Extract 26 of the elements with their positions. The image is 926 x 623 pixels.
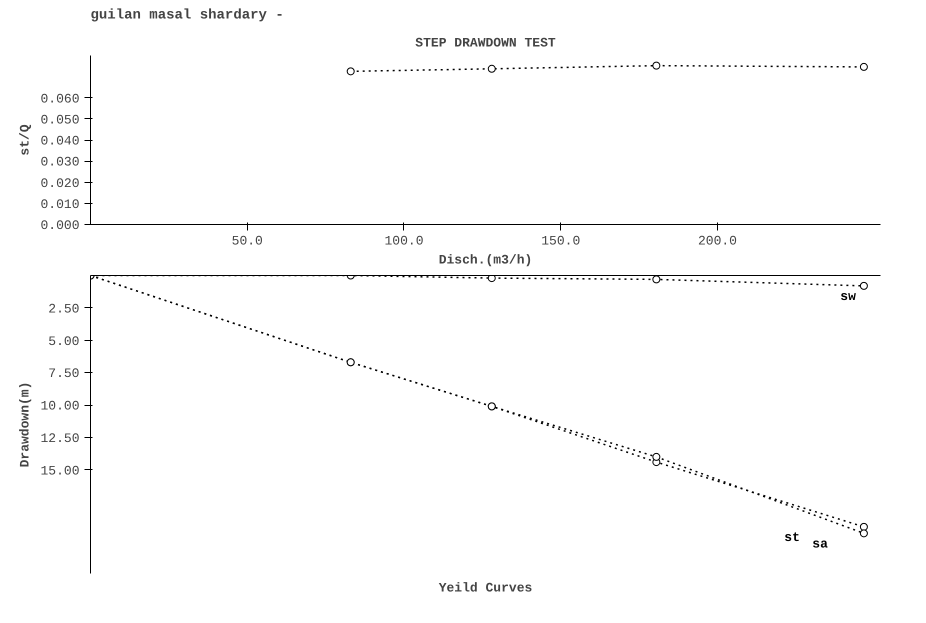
series-label: sw	[840, 288, 856, 304]
y-tick-label: 0.030	[40, 154, 80, 170]
series-label: st	[784, 530, 800, 545]
chart-subtitle: STEP DRAWDOWN TEST	[415, 36, 556, 50]
y-tick-label: 7.50	[48, 366, 80, 382]
chart-title: guilan masal shardary -	[90, 8, 284, 24]
y-tick-label: 10.00	[40, 398, 80, 414]
y-tick-label: 2.50	[48, 301, 80, 316]
y-tick-label: 0.040	[40, 134, 80, 148]
x-tick-label: 50.0	[232, 234, 263, 248]
x-tick-label: 200.0	[698, 234, 737, 248]
y-tick-label: 0.020	[40, 176, 80, 191]
y-axis-title: Drawdown(m)	[17, 382, 32, 468]
y-tick-label: 12.50	[40, 430, 80, 446]
y-axis-title: st/Q	[17, 124, 32, 156]
text: Yeild Curves	[438, 580, 533, 596]
y-tick-label: 15.00	[40, 463, 80, 478]
y-tick-label: 0.060	[40, 91, 80, 106]
series-label: sa	[812, 536, 828, 552]
y-tick-label: 0.000	[40, 218, 80, 233]
x-tick-label: 100.0	[384, 234, 424, 248]
x-axis-title: Disch.(m3/h)	[438, 252, 532, 268]
x-tick-label: 150.0	[541, 234, 580, 248]
y-tick-label: 0.050	[40, 112, 80, 128]
y-tick-label: 5.00	[48, 334, 80, 349]
y-tick-label: 0.010	[40, 196, 80, 212]
